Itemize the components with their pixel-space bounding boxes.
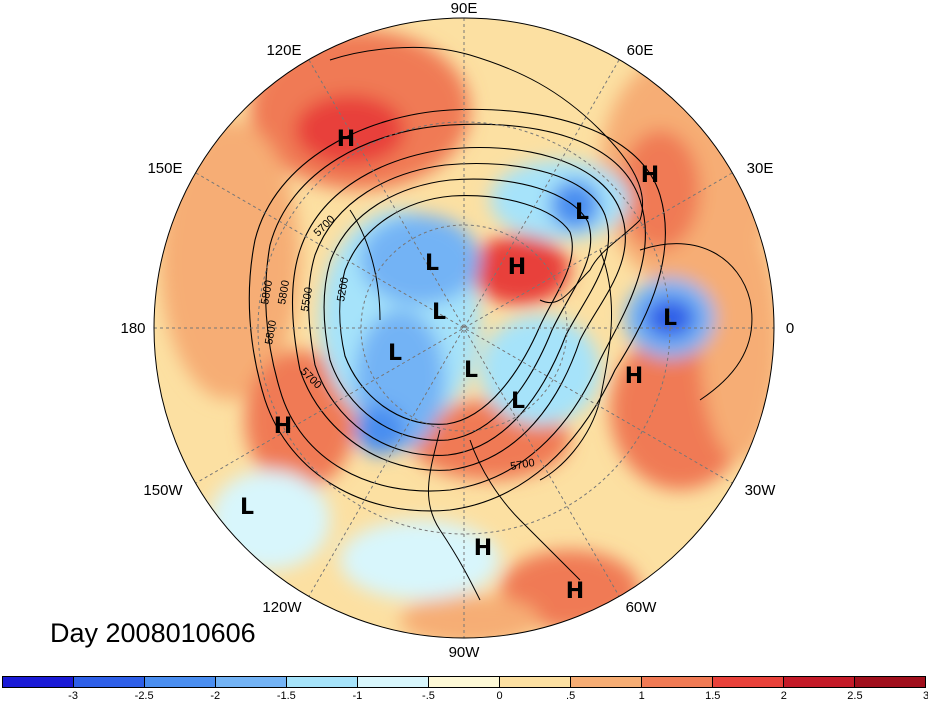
colorbar <box>2 676 926 688</box>
pressure-center-h: H <box>641 163 659 188</box>
colorbar-tick-label: -2.5 <box>134 690 154 702</box>
colorbar-tick-label: -.5 <box>422 690 435 702</box>
lon-label-90w: 90W <box>449 644 481 661</box>
pressure-center-l: L <box>432 300 446 325</box>
contour-label: 5500 <box>299 286 315 312</box>
pressure-center-h: H <box>625 364 643 389</box>
colorbar-segment <box>855 677 925 687</box>
pressure-center-h: H <box>274 414 292 439</box>
map-boundary <box>153 17 775 639</box>
colorbar-segment <box>429 677 500 687</box>
colorbar-tick-label: 1 <box>638 690 645 702</box>
day-label: Day 2008010606 <box>50 618 256 648</box>
lon-label-120w: 120W <box>262 599 302 616</box>
pressure-center-h: H <box>566 579 584 604</box>
lon-label-90e: 90E <box>451 0 478 17</box>
lon-label-150w: 150W <box>143 482 183 499</box>
colorbar-tick-label: 0 <box>496 690 503 702</box>
lon-label-30e: 30E <box>747 160 774 177</box>
colorbar-tick-label: 1.5 <box>705 690 721 702</box>
colorbar-tick-labels: -3 -2.5 -2 -1.5 -1 -.5 0 .5 1 1.5 2 2.5 3 <box>0 690 928 702</box>
colorbar-segment <box>571 677 642 687</box>
colorbar-tick-label: .5 <box>566 690 576 702</box>
contour-label: 5800 <box>259 279 275 305</box>
colorbar-tick-label: -3 <box>68 690 78 702</box>
lon-label-60e: 60E <box>627 42 654 59</box>
colorbar-segment <box>287 677 358 687</box>
pressure-center-h: H <box>337 127 355 152</box>
pressure-center-l: L <box>575 200 589 225</box>
colorbar-tick-label: 2.5 <box>847 690 863 702</box>
colorbar-tick-label: 2 <box>780 690 787 702</box>
colorbar-segment <box>74 677 145 687</box>
lon-label-0: 0 <box>786 320 794 337</box>
pressure-center-l: L <box>425 251 439 276</box>
contour-label: 5800 <box>276 279 292 305</box>
pressure-center-l: L <box>464 358 478 383</box>
colorbar-segment <box>500 677 571 687</box>
pressure-center-l: L <box>511 389 525 414</box>
pressure-center-l: L <box>663 306 677 331</box>
colorbar-tick-label: -1 <box>352 690 363 702</box>
colorbar-segment <box>784 677 855 687</box>
colorbar-segment <box>713 677 784 687</box>
colorbar-tick-label: -2 <box>210 690 221 702</box>
pressure-center-h: H <box>508 255 526 280</box>
colorbar-segment <box>642 677 713 687</box>
colorbar-segment <box>145 677 216 687</box>
pressure-center-l: L <box>388 341 402 366</box>
pressure-center-h: H <box>474 536 492 561</box>
pressure-center-l: L <box>240 495 254 520</box>
contour-label: 5200 <box>335 276 351 302</box>
coastlines <box>329 46 753 601</box>
lon-label-180: 180 <box>120 320 145 337</box>
colorbar-tick-label: 3 <box>922 690 928 702</box>
contour-label: 5800 <box>263 319 279 345</box>
lon-label-120e: 120E <box>266 42 301 59</box>
colorbar-segment <box>216 677 287 687</box>
lat-lon-grid <box>154 18 774 638</box>
colorbar-tick-label: -1.5 <box>276 690 296 702</box>
lon-label-150e: 150E <box>147 160 182 177</box>
contour-label: 5700 <box>509 457 535 473</box>
geopotential-contours <box>248 108 666 512</box>
colorbar-segment <box>3 677 74 687</box>
lon-label-60w: 60W <box>626 599 658 616</box>
colorbar-segment <box>358 677 429 687</box>
lon-label-30w: 30W <box>745 482 777 499</box>
